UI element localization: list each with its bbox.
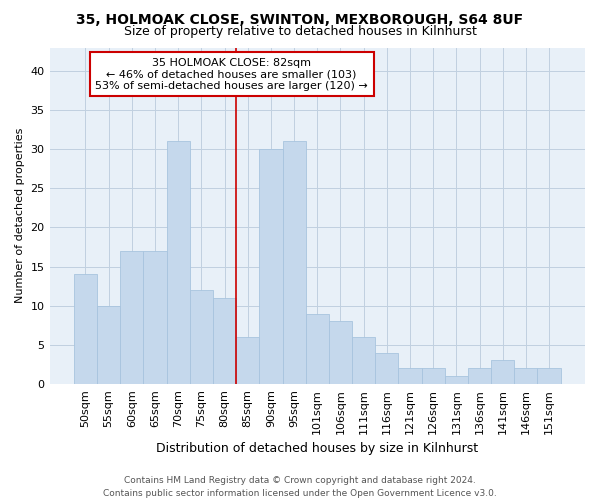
Bar <box>213 298 236 384</box>
Bar <box>352 337 375 384</box>
Bar <box>422 368 445 384</box>
Bar <box>143 251 167 384</box>
Bar <box>468 368 491 384</box>
Bar <box>538 368 560 384</box>
Bar <box>259 149 283 384</box>
Bar <box>236 337 259 384</box>
Bar <box>167 142 190 384</box>
Bar <box>375 352 398 384</box>
X-axis label: Distribution of detached houses by size in Kilnhurst: Distribution of detached houses by size … <box>156 442 478 455</box>
Bar <box>283 142 305 384</box>
Bar <box>120 251 143 384</box>
Bar <box>97 306 120 384</box>
Bar <box>305 314 329 384</box>
Bar <box>190 290 213 384</box>
Bar <box>445 376 468 384</box>
Text: 35 HOLMOAK CLOSE: 82sqm
← 46% of detached houses are smaller (103)
53% of semi-d: 35 HOLMOAK CLOSE: 82sqm ← 46% of detache… <box>95 58 368 91</box>
Bar <box>514 368 538 384</box>
Bar <box>491 360 514 384</box>
Bar <box>329 322 352 384</box>
Text: Contains HM Land Registry data © Crown copyright and database right 2024.
Contai: Contains HM Land Registry data © Crown c… <box>103 476 497 498</box>
Text: 35, HOLMOAK CLOSE, SWINTON, MEXBOROUGH, S64 8UF: 35, HOLMOAK CLOSE, SWINTON, MEXBOROUGH, … <box>76 12 524 26</box>
Text: Size of property relative to detached houses in Kilnhurst: Size of property relative to detached ho… <box>124 25 476 38</box>
Y-axis label: Number of detached properties: Number of detached properties <box>15 128 25 304</box>
Bar <box>398 368 422 384</box>
Bar <box>74 274 97 384</box>
